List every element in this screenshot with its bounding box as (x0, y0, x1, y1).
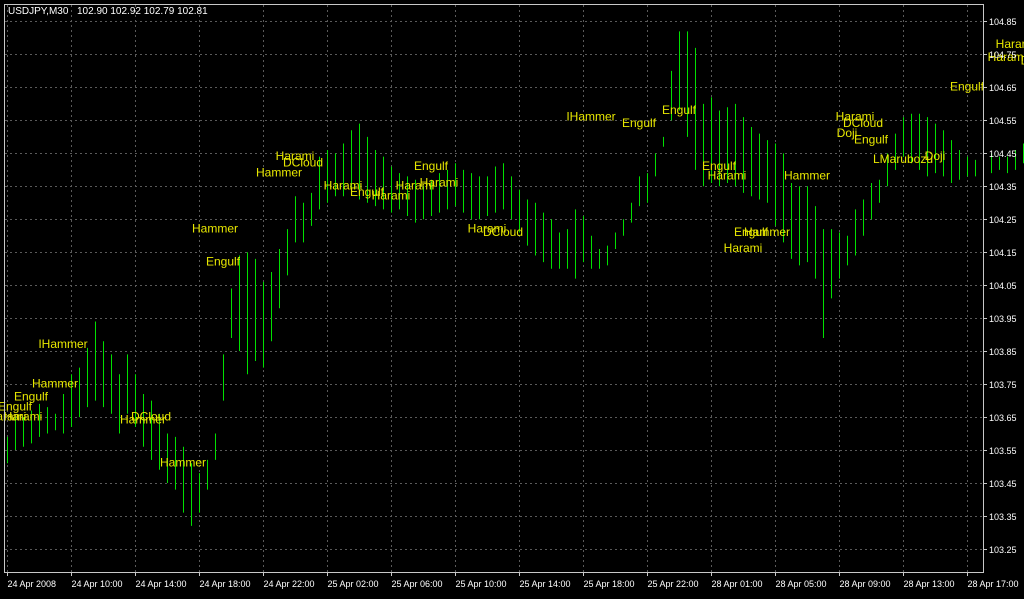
pattern-label: Harami (724, 241, 763, 255)
pattern-labels: HaramiEngulfHaramiEngulfHammerIHammerHam… (0, 37, 1024, 470)
pattern-label: IHammer (566, 109, 615, 123)
x-tick-label: 25 Apr 10:00 (456, 579, 507, 589)
pattern-label: IHammer (38, 337, 87, 351)
pattern-label: Hammer (744, 225, 790, 239)
y-tick-label: 104.75 (989, 50, 1017, 60)
y-tick-label: 104.25 (989, 215, 1017, 225)
pattern-label: Doji (1021, 53, 1024, 67)
pattern-label: Engulf (662, 103, 697, 117)
y-tick-label: 103.35 (989, 512, 1017, 522)
y-tick-label: 103.65 (989, 413, 1017, 423)
y-tick-label: 104.65 (989, 83, 1017, 93)
x-tick-label: 25 Apr 02:00 (328, 579, 379, 589)
pattern-label: Hammer (784, 169, 830, 183)
y-tick-label: 103.25 (989, 545, 1017, 555)
y-tick-label: 104.55 (989, 116, 1017, 126)
pattern-label: Engulf (206, 254, 241, 268)
pattern-label: Engulf (14, 390, 49, 404)
x-tick-label: 24 Apr 14:00 (136, 579, 187, 589)
pattern-label: Harami (996, 37, 1024, 51)
y-tick-label: 103.85 (989, 347, 1017, 357)
pattern-label: Doji (925, 149, 946, 163)
x-tick-label: 25 Apr 06:00 (392, 579, 443, 589)
y-tick-label: 104.45 (989, 149, 1017, 159)
y-tick-label: 104.05 (989, 281, 1017, 291)
y-tick-label: 103.55 (989, 446, 1017, 456)
x-tick-label: 28 Apr 05:00 (776, 579, 827, 589)
plot-frame (5, 5, 984, 573)
y-tick-label: 104.85 (989, 17, 1017, 27)
y-tick-label: 104.35 (989, 182, 1017, 192)
pattern-label: Hammer (192, 221, 238, 235)
x-tick-label: 28 Apr 17:00 (968, 579, 1019, 589)
pattern-label: Hammer (32, 376, 78, 390)
pattern-label: Engulf (622, 116, 657, 130)
pattern-label: Harami (420, 175, 459, 189)
x-tick-label: 25 Apr 14:00 (520, 579, 571, 589)
pattern-label: Harami (4, 409, 43, 423)
x-tick-label: 24 Apr 2008 (8, 579, 57, 589)
y-tick-label: 103.75 (989, 380, 1017, 390)
y-tick-label: 103.45 (989, 479, 1017, 489)
pattern-label: DCloud (483, 225, 523, 239)
pattern-label: Engulf (414, 159, 449, 173)
x-tick-label: 28 Apr 13:00 (904, 579, 955, 589)
x-tick-label: 24 Apr 18:00 (200, 579, 251, 589)
x-tick-label: 28 Apr 09:00 (840, 579, 891, 589)
pattern-label: Harami (708, 169, 747, 183)
x-tick-label: 28 Apr 01:00 (712, 579, 763, 589)
grid (5, 5, 983, 572)
x-tick-label: 25 Apr 22:00 (648, 579, 699, 589)
pattern-label: Engulf (950, 80, 985, 94)
chart-header-ohlc: 102.90 102.92 102.79 102.81 (77, 6, 208, 17)
pattern-label: DCloud (283, 156, 323, 170)
pattern-label: Engulf (854, 132, 889, 146)
chart-header-symbol: USDJPY,M30 (8, 6, 69, 17)
y-tick-label: 103.95 (989, 314, 1017, 324)
axes: 104.85 104.75 104.65 104.55 104.45 104.35 104.… (8, 17, 1019, 589)
x-tick-label: 24 Apr 22:00 (264, 579, 315, 589)
pattern-label: DCloud (131, 409, 171, 423)
y-tick-label: 104.15 (989, 248, 1017, 258)
x-tick-label: 24 Apr 10:00 (72, 579, 123, 589)
x-tick-label: 25 Apr 18:00 (584, 579, 635, 589)
price-bars (8, 31, 1024, 525)
pattern-label: Hammer (160, 456, 206, 470)
